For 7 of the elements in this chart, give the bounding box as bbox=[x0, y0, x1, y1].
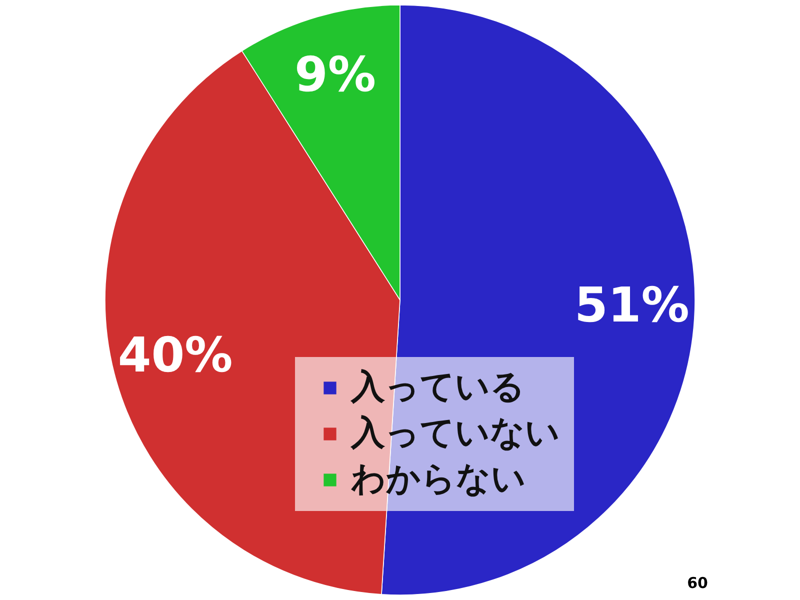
legend-label: 入っている bbox=[350, 367, 525, 407]
data-label: 9% bbox=[294, 47, 376, 104]
legend-label: 入っていない bbox=[350, 413, 560, 453]
legend-label: わからない bbox=[351, 459, 526, 499]
data-label: 40% bbox=[118, 328, 233, 384]
data-label: 51% bbox=[574, 277, 690, 334]
text: 60 bbox=[687, 574, 708, 592]
